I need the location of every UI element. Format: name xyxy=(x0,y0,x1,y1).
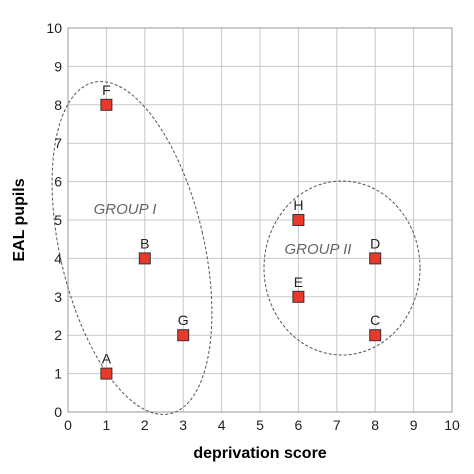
y-tick-label: 7 xyxy=(54,135,62,151)
point-label: G xyxy=(178,312,189,328)
x-tick-label: 7 xyxy=(333,417,341,433)
group-1-label: GROUP I xyxy=(94,201,157,218)
point-label: F xyxy=(102,82,111,98)
point-f: F xyxy=(100,82,113,111)
y-tick-label: 5 xyxy=(54,212,62,228)
point-a: A xyxy=(100,351,113,380)
point-label: B xyxy=(140,235,149,251)
x-tick-label: 6 xyxy=(295,417,303,433)
x-tick-label: 1 xyxy=(103,417,111,433)
y-tick-label: 6 xyxy=(54,174,62,190)
point-c: C xyxy=(369,312,382,342)
point-e: E xyxy=(292,274,305,303)
point-marker xyxy=(177,329,190,342)
y-axis-title: EAL pupils xyxy=(11,178,28,261)
group-2-label: GROUP II xyxy=(285,241,352,258)
group-2: GROUP II xyxy=(263,180,421,356)
y-tick-label: 10 xyxy=(46,20,62,36)
x-tick-label: 9 xyxy=(410,417,418,433)
point-marker xyxy=(100,367,113,380)
group-2-ellipse xyxy=(263,180,421,356)
point-label: H xyxy=(293,197,303,213)
point-b: B xyxy=(138,235,151,265)
x-tick-label: 2 xyxy=(141,417,149,433)
x-tick-label: 3 xyxy=(179,417,187,433)
point-label: C xyxy=(370,312,380,328)
point-h: H xyxy=(292,197,305,226)
point-marker xyxy=(292,214,305,226)
point-label: A xyxy=(102,351,112,367)
point-marker xyxy=(100,98,113,111)
point-marker xyxy=(138,252,151,265)
x-tick-label: 5 xyxy=(256,417,264,433)
point-label: E xyxy=(294,274,303,290)
tick-labels: 0 1 2 3 4 5 6 7 8 9 10 0 1 2 3 4 5 6 7 8 9 10 xyxy=(46,20,460,433)
y-tick-label: 0 xyxy=(54,404,62,420)
grid xyxy=(67,27,453,413)
group-1-ellipse xyxy=(51,81,213,415)
x-tick-label: 10 xyxy=(444,417,460,433)
point-g: G xyxy=(177,312,190,342)
y-tick-label: 8 xyxy=(54,97,62,113)
data-points: A B C D E F G H xyxy=(100,82,382,380)
group-1: GROUP I xyxy=(51,81,213,415)
point-marker xyxy=(369,252,382,265)
y-tick-label: 4 xyxy=(54,250,62,266)
point-d: D xyxy=(369,235,382,265)
x-tick-label: 4 xyxy=(218,417,226,433)
point-marker xyxy=(369,329,382,342)
y-tick-label: 1 xyxy=(54,366,62,382)
y-tick-label: 9 xyxy=(54,58,62,74)
x-tick-label: 0 xyxy=(64,417,72,433)
point-label: D xyxy=(370,235,380,251)
plot-border xyxy=(67,27,453,413)
y-tick-label: 3 xyxy=(54,289,62,305)
y-tick-label: 2 xyxy=(54,327,62,343)
point-marker xyxy=(292,290,305,303)
x-axis-title: deprivation score xyxy=(193,445,326,462)
x-tick-label: 8 xyxy=(371,417,379,433)
group-ellipses: GROUP I GROUP II xyxy=(51,81,421,415)
